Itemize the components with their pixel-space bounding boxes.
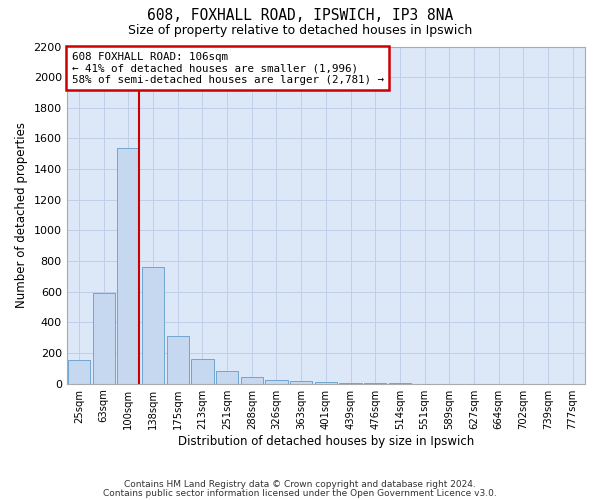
Bar — [117, 148, 139, 384]
Bar — [265, 380, 287, 384]
Text: 608, FOXHALL ROAD, IPSWICH, IP3 8NA: 608, FOXHALL ROAD, IPSWICH, IP3 8NA — [147, 8, 453, 22]
Text: Contains public sector information licensed under the Open Government Licence v3: Contains public sector information licen… — [103, 490, 497, 498]
Text: Size of property relative to detached houses in Ipswich: Size of property relative to detached ho… — [128, 24, 472, 37]
Bar — [191, 359, 214, 384]
Bar — [315, 382, 337, 384]
Bar — [241, 377, 263, 384]
Text: Contains HM Land Registry data © Crown copyright and database right 2024.: Contains HM Land Registry data © Crown c… — [124, 480, 476, 489]
Text: 608 FOXHALL ROAD: 106sqm
← 41% of detached houses are smaller (1,996)
58% of sem: 608 FOXHALL ROAD: 106sqm ← 41% of detach… — [72, 52, 384, 85]
Bar — [68, 360, 90, 384]
Bar — [340, 383, 362, 384]
Bar — [142, 267, 164, 384]
Bar — [216, 372, 238, 384]
Bar — [167, 336, 189, 384]
Y-axis label: Number of detached properties: Number of detached properties — [15, 122, 28, 308]
Bar — [92, 294, 115, 384]
X-axis label: Distribution of detached houses by size in Ipswich: Distribution of detached houses by size … — [178, 434, 474, 448]
Bar — [290, 381, 312, 384]
